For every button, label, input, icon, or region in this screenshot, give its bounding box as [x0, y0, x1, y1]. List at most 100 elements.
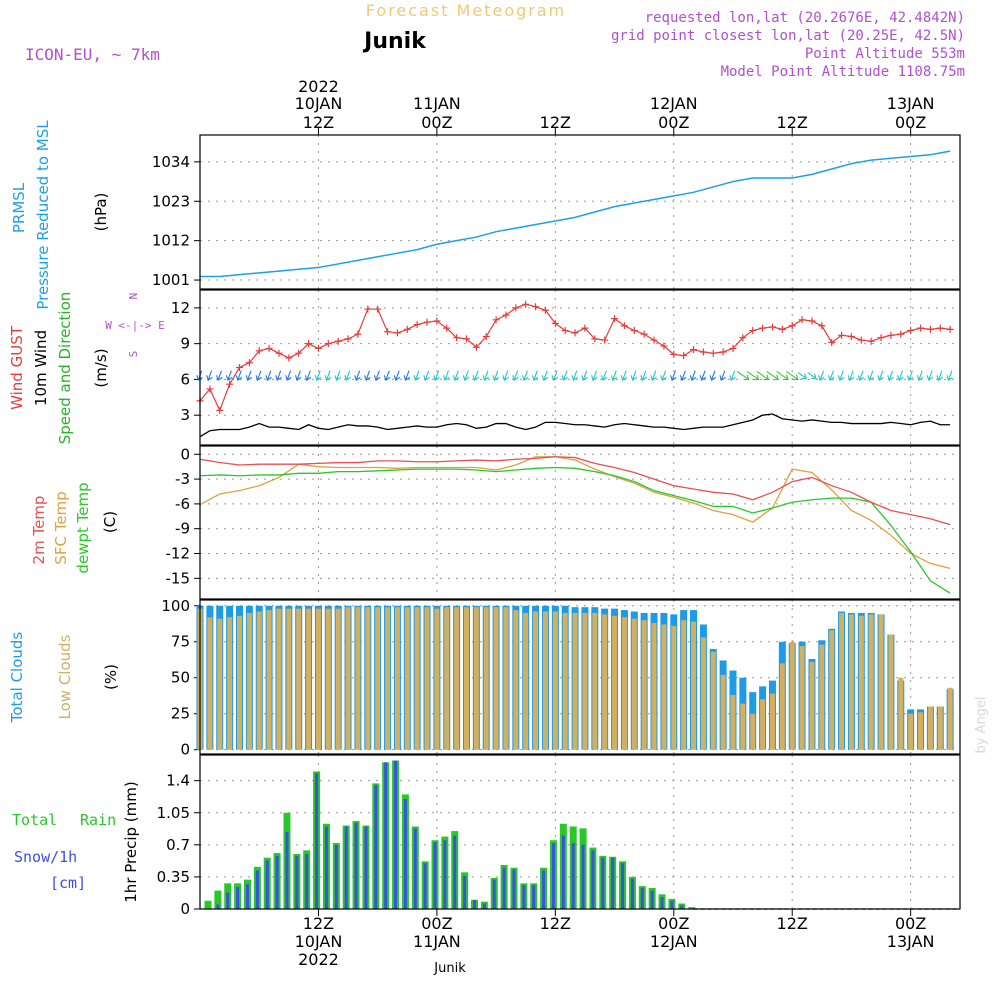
wind-arrow-head: [801, 373, 807, 380]
wind-arrow-head: [640, 375, 647, 381]
wind-gust-point: [729, 344, 737, 352]
snow-bar: [591, 850, 595, 909]
wind-gust-point: [285, 354, 293, 362]
model-point-altitude: Model Point Altitude 1108.75m: [721, 64, 965, 80]
wind-arrow-head: [650, 375, 657, 381]
wind-gust-point: [601, 336, 609, 344]
credit-watermark: by Angel: [974, 696, 989, 753]
wind-arrow-shaft: [306, 370, 311, 381]
bottom-axis-day: 10JAN: [295, 932, 343, 951]
snow-bar: [512, 869, 516, 909]
wind-panel: Wind GUST 10m Wind Speed and Direction (…: [8, 292, 165, 445]
snow-bar: [226, 892, 230, 909]
low-cloud-bar: [829, 630, 835, 750]
wind-arrow-shaft: [405, 370, 410, 381]
low-cloud-bar: [315, 608, 321, 750]
wind-gust-point: [887, 331, 895, 339]
wind-direction-arrow: [877, 370, 884, 381]
wind-arrow-shaft: [681, 370, 686, 381]
low-clouds-label: Low Clouds: [56, 634, 74, 719]
wind-direction-arrow: [926, 370, 934, 381]
wind-speed-dir-label: Speed and Direction: [56, 292, 74, 445]
wind-arrow-shaft: [720, 370, 726, 381]
wind-arrow-shaft: [513, 370, 519, 381]
snow-bar: [680, 905, 684, 909]
snow-bar: [443, 840, 447, 909]
wind-arrow-shaft: [671, 370, 676, 381]
y-tick-label: 75: [171, 633, 190, 651]
low-cloud-bar: [819, 644, 825, 750]
wind-arrow-head: [492, 375, 499, 381]
low-cloud-bar: [444, 607, 450, 750]
wind-arrow-head: [630, 375, 638, 381]
top-axis-hour: 00Z: [658, 113, 689, 132]
wind-direction-arrow: [786, 370, 799, 381]
wind-gust-point: [571, 329, 579, 337]
low-cloud-bar: [276, 608, 282, 750]
low-cloud-bar: [710, 651, 716, 750]
low-cloud-bar: [888, 634, 894, 750]
wind-arrow-shaft: [326, 370, 331, 381]
wind-arrow-shaft: [434, 370, 440, 381]
snow-bar: [255, 870, 259, 909]
wind-direction-arrow: [818, 370, 825, 381]
low-cloud-bar: [365, 607, 371, 750]
low-cloud-bar: [286, 608, 292, 750]
y-tick-label: 9: [180, 335, 190, 353]
wind-arrow-head: [792, 374, 799, 381]
wind-gust-point: [403, 325, 411, 333]
y-tick-label: 0: [180, 445, 190, 463]
wind-gust-point: [314, 344, 322, 352]
wind-arrow-head: [512, 375, 519, 381]
y-tick-label: 0: [180, 741, 190, 759]
snow-bar: [413, 828, 417, 909]
bottom-axis-day: 13JAN: [887, 932, 935, 951]
wind-gust-point: [828, 338, 836, 346]
snow-bar: [561, 835, 565, 909]
total-clouds-label: Total Clouds: [8, 632, 26, 724]
wind-arrow-shaft: [247, 370, 252, 381]
wind-direction-arrow: [837, 370, 845, 381]
wind-gust-point: [690, 346, 698, 354]
rain-label: Rain: [80, 811, 116, 829]
low-cloud-bar: [493, 607, 499, 750]
low-cloud-bar: [454, 607, 460, 750]
wind-gust-point: [788, 322, 796, 330]
wind-direction-arrow: [916, 370, 924, 381]
wind-gust-point: [640, 330, 648, 338]
wind-arrow-head: [709, 375, 717, 381]
wind-arrow-shaft: [414, 370, 420, 381]
wind-gust-point: [759, 324, 767, 332]
snow-bar: [542, 870, 546, 909]
low-cloud-bar: [651, 623, 657, 750]
wind-gust-point: [561, 327, 569, 335]
wind-gust-point: [413, 321, 421, 329]
wind-direction-arrow: [906, 370, 914, 381]
wind-gust-point: [926, 325, 934, 333]
wind-arrow-shaft: [756, 370, 769, 380]
requested-coords: requested lon,lat (20.2676E, 42.4842N): [645, 10, 965, 26]
wind-arrow-shaft: [878, 370, 884, 381]
compass-south: S: [127, 351, 140, 358]
wind-arrow-shaft: [602, 370, 607, 381]
wind-gust-point: [522, 300, 530, 308]
wind-gust-point: [838, 331, 846, 339]
wind-direction-arrow: [736, 370, 750, 381]
wind-arrow-head: [541, 375, 549, 381]
bottom-axis-hour: 00Z: [658, 914, 689, 933]
wind-arrow-head: [502, 375, 509, 381]
wind-arrow-head: [383, 375, 391, 381]
wind-gust-point: [660, 342, 668, 350]
low-cloud-bar: [414, 607, 420, 750]
snow-bar: [384, 762, 388, 909]
wind-arrow-head: [235, 375, 243, 381]
low-cloud-bar: [908, 713, 914, 750]
y-tick-label: 6: [180, 370, 190, 388]
wind-gust-point: [591, 335, 599, 343]
y-tick-label: -9: [175, 520, 190, 538]
low-cloud-bar: [612, 615, 618, 750]
wind-gust-point: [818, 322, 826, 330]
wind-arrow-shaft: [819, 370, 825, 381]
snow-bar: [522, 885, 526, 909]
y-tick-label: 50: [171, 669, 190, 687]
